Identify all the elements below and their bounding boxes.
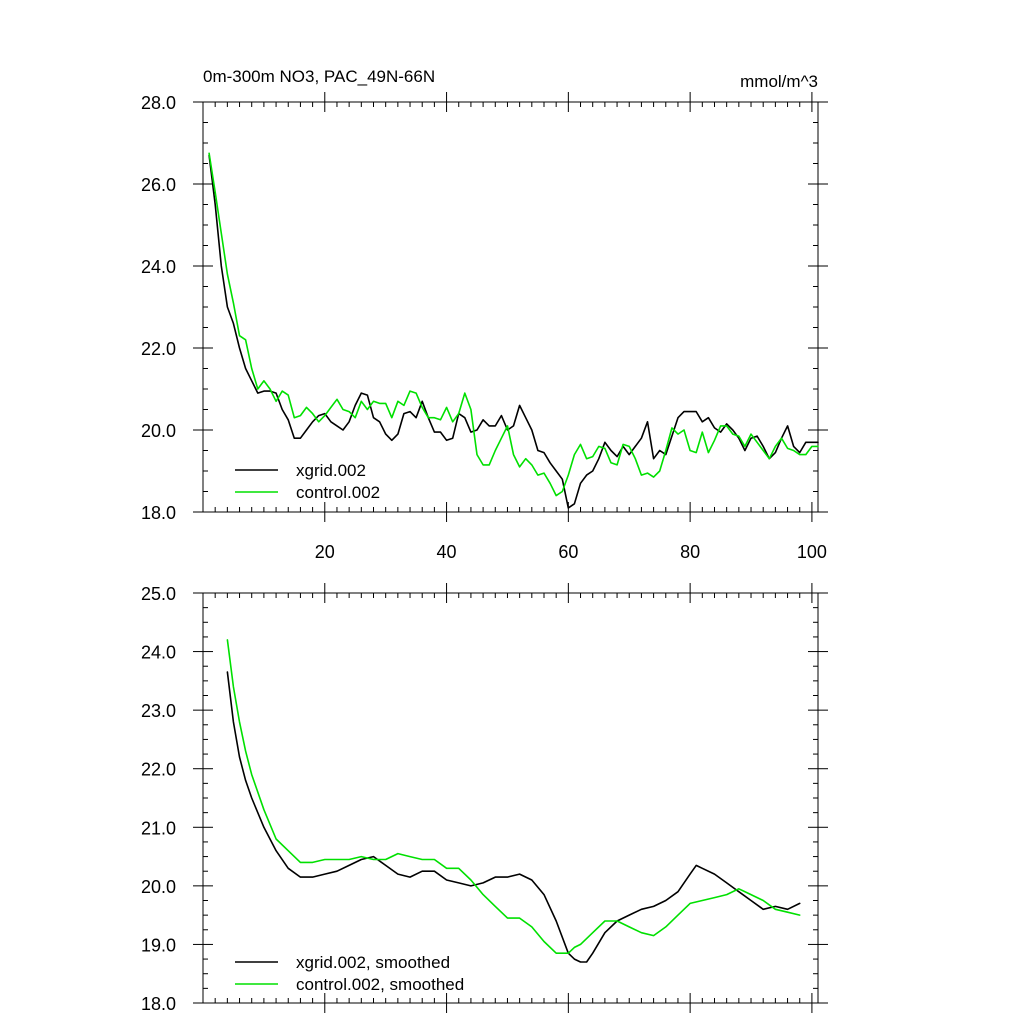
y-tick-label: 24.0	[141, 257, 176, 277]
legend-label: xgrid.002, smoothed	[296, 953, 450, 972]
chart-title: 0m-300m NO3, PAC_49N-66N	[203, 67, 435, 86]
y-tick-label: 23.0	[141, 701, 176, 721]
plot-frame	[202, 101, 819, 513]
y-tick-label: 26.0	[141, 175, 176, 195]
plot-frame	[202, 592, 819, 1004]
x-tick-label: 40	[437, 542, 457, 562]
x-tick-label: 100	[797, 542, 827, 562]
series-line-xgrid	[208, 154, 819, 509]
chart-units-label: mmol/m^3	[740, 72, 818, 91]
x-tick-label: 20	[315, 542, 335, 562]
y-tick-label: 20.0	[141, 877, 176, 897]
y-tick-label: 20.0	[141, 421, 176, 441]
y-tick-label: 24.0	[141, 643, 176, 663]
bottom-chart-panel: 18.0 19.0 20.0 21.0 22.0 23.0 24.0 25.0 xgrid.00…	[141, 583, 828, 1014]
x-tick-label: 60	[558, 542, 578, 562]
y-tick-label: 18.0	[141, 503, 176, 523]
y-tick-label: 18.0	[141, 994, 176, 1014]
series-line-xgrid	[226, 671, 801, 963]
y-tick-label: 22.0	[141, 339, 176, 359]
y-tick-label: 22.0	[141, 760, 176, 780]
series-line-control	[226, 639, 801, 955]
legend-label: xgrid.002	[296, 461, 366, 480]
legend-label: control.002, smoothed	[296, 975, 464, 994]
y-tick-label: 28.0	[141, 93, 176, 113]
legend-label: control.002	[296, 483, 380, 502]
x-tick-label: 80	[680, 542, 700, 562]
y-tick-label: 19.0	[141, 935, 176, 955]
y-tick-label: 21.0	[141, 818, 176, 838]
top-chart-panel: 0m-300m NO3, PAC_49N-66N mmol/m^3 20 40 60…	[141, 67, 828, 562]
y-tick-label: 25.0	[141, 584, 176, 604]
series-line-control	[208, 152, 819, 497]
